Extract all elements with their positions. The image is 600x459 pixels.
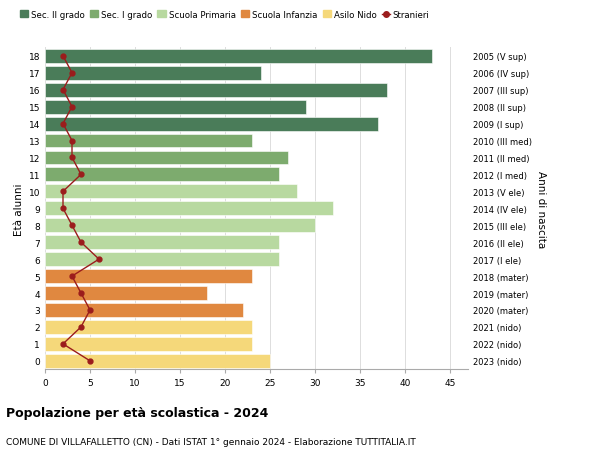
Bar [45, 168, 279, 182]
Bar [45, 118, 378, 131]
Bar [45, 252, 279, 267]
Bar [45, 320, 252, 334]
Bar [45, 50, 432, 64]
Y-axis label: Età alunni: Età alunni [14, 183, 25, 235]
Bar [45, 236, 279, 250]
Text: COMUNE DI VILLAFALLETTO (CN) - Dati ISTAT 1° gennaio 2024 - Elaborazione TUTTITA: COMUNE DI VILLAFALLETTO (CN) - Dati ISTA… [6, 437, 416, 446]
Bar [45, 84, 387, 97]
Bar [45, 269, 252, 283]
Y-axis label: Anni di nascita: Anni di nascita [536, 170, 546, 247]
Bar [45, 67, 261, 80]
Bar [45, 202, 333, 216]
Bar [45, 101, 306, 114]
Bar [45, 134, 252, 148]
Bar [45, 303, 243, 317]
Bar [45, 185, 297, 199]
Bar [45, 286, 207, 300]
Bar [45, 151, 288, 165]
Text: Popolazione per età scolastica - 2024: Popolazione per età scolastica - 2024 [6, 406, 268, 419]
Legend: Sec. II grado, Sec. I grado, Scuola Primaria, Scuola Infanzia, Asilo Nido, Stran: Sec. II grado, Sec. I grado, Scuola Prim… [20, 11, 430, 20]
Bar [45, 354, 270, 368]
Bar [45, 219, 315, 233]
Bar [45, 337, 252, 351]
